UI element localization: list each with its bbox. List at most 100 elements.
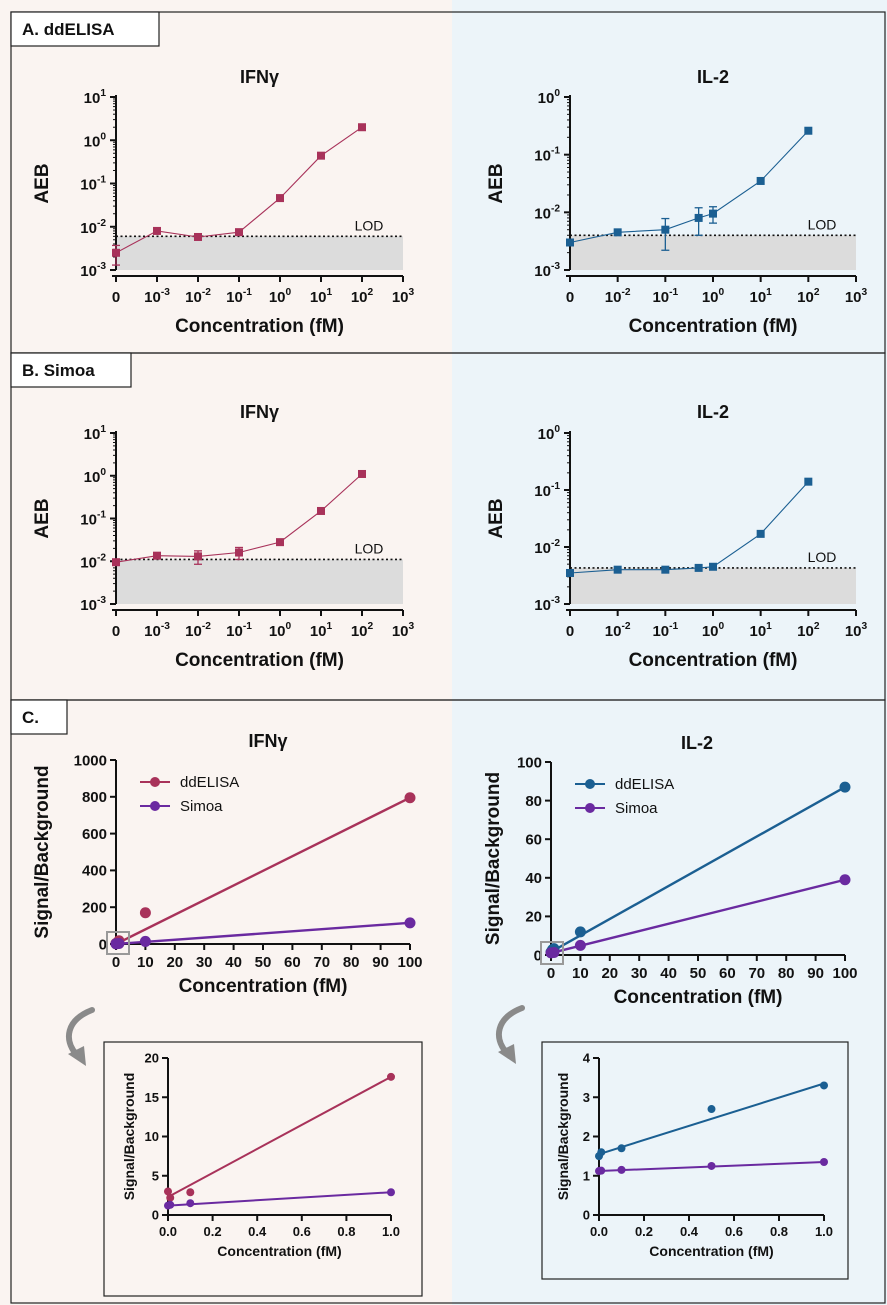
- y-axis-label: Signal/Background: [555, 1073, 571, 1201]
- data-point: [661, 565, 670, 574]
- y-tick-label: 0: [534, 947, 542, 964]
- x-tick-label: 40: [225, 954, 242, 971]
- x-tick-label: 0.2: [204, 1224, 222, 1239]
- y-tick-label: 101: [84, 88, 107, 107]
- y-axis-label: AEB: [486, 498, 507, 538]
- x-tick-label: 103: [845, 287, 868, 306]
- legend-marker: [585, 803, 595, 813]
- lod-label: LOD: [355, 540, 384, 556]
- y-axis-label: AEB: [32, 498, 53, 538]
- zoom-arrow-il2-head: [498, 1044, 516, 1064]
- x-axis-label: Concentration (fM): [649, 1243, 773, 1259]
- data-point: [276, 538, 284, 547]
- x-axis-label: Concentration (fM): [614, 987, 783, 1008]
- y-tick-label: 10-3: [80, 261, 106, 280]
- data-point: [820, 1081, 828, 1090]
- chart-title: IFNγ: [240, 67, 279, 87]
- lod-label: LOD: [355, 217, 384, 233]
- section-label: C.: [22, 708, 39, 727]
- y-tick-label: 40: [525, 870, 542, 887]
- y-tick-label: 100: [538, 424, 561, 443]
- legend-marker: [150, 777, 160, 787]
- x-tick-label: 60: [719, 965, 736, 982]
- data-point: [139, 907, 151, 919]
- x-axis-label: Concentration (fM): [179, 976, 348, 997]
- zoom-arrow-ifn-head: [68, 1046, 86, 1066]
- x-tick-label: 100: [397, 954, 422, 971]
- x-axis-label: Concentration (fM): [629, 650, 798, 671]
- legend-marker: [585, 779, 595, 789]
- x-tick-label: 103: [392, 287, 415, 306]
- y-tick-label: 100: [84, 131, 107, 150]
- data-point: [756, 529, 765, 538]
- data-point: [153, 226, 161, 235]
- x-tick-label: 0: [112, 954, 120, 971]
- data-point: [661, 225, 670, 234]
- y-tick-label: 1000: [74, 752, 107, 769]
- x-tick-label: 1.0: [815, 1224, 833, 1239]
- data-point: [139, 935, 151, 947]
- zoom-arrow-il2: [496, 1005, 525, 1055]
- data-point: [235, 548, 243, 557]
- x-tick-label: 30: [196, 954, 213, 971]
- x-tick-label: 20: [166, 954, 183, 971]
- x-tick-label: 103: [845, 621, 868, 640]
- x-tick-label: 90: [372, 954, 389, 971]
- x-tick-label: 80: [343, 954, 360, 971]
- data-point: [707, 1105, 716, 1114]
- zoom-box-il2: [540, 941, 564, 965]
- y-tick-label: 10-2: [534, 203, 560, 222]
- chart-title: IFNγ: [248, 731, 287, 751]
- legend-label: Simoa: [180, 798, 223, 815]
- legend-marker: [150, 801, 160, 811]
- legend-label: ddELISA: [180, 774, 239, 791]
- x-tick-label: 0.6: [293, 1224, 311, 1239]
- y-tick-label: 20: [525, 909, 542, 926]
- x-tick-label: 10-1: [226, 287, 252, 306]
- data-point: [804, 477, 813, 486]
- y-tick-label: 60: [525, 831, 542, 848]
- zoom-box-ifn: [106, 931, 130, 955]
- fit-line: [550, 786, 846, 953]
- chart-title: IFNγ: [240, 402, 279, 422]
- y-axis-label: Signal/Background: [32, 765, 53, 938]
- y-tick-label: 101: [84, 424, 107, 443]
- data-point: [597, 1148, 606, 1157]
- chart-A-ifn: LOD 10-3 10-2 10-1 100 101 0 10-3 10-2 10-1 100 101…: [32, 67, 415, 337]
- x-tick-label: 102: [797, 621, 820, 640]
- data-point: [358, 469, 366, 478]
- legend-label: Simoa: [615, 800, 658, 817]
- section-label-box: [10, 699, 68, 735]
- y-tick-label: 3: [583, 1090, 590, 1105]
- y-tick-label: 400: [82, 863, 107, 880]
- x-tick-label: 0: [566, 623, 574, 640]
- y-tick-label: 10-3: [80, 595, 106, 614]
- x-tick-label: 0: [112, 289, 120, 306]
- y-tick-label: 200: [82, 899, 107, 916]
- data-point: [387, 1188, 395, 1197]
- lod-band: [570, 567, 856, 604]
- x-tick-label: 50: [255, 954, 272, 971]
- x-tick-label: 0.2: [635, 1224, 653, 1239]
- data-point: [112, 248, 120, 257]
- x-tick-label: 0.4: [248, 1224, 267, 1239]
- chart-title: IL-2: [697, 67, 729, 87]
- data-point: [548, 946, 560, 958]
- data-point: [617, 1144, 626, 1153]
- data-point: [166, 1193, 175, 1202]
- x-tick-label: 101: [749, 621, 772, 640]
- x-tick-label: 40: [660, 965, 677, 982]
- x-tick-label: 10-3: [144, 621, 170, 640]
- inset-frame-ifn: [103, 1041, 423, 1297]
- section-label-box: [10, 352, 132, 388]
- chart-title: IL-2: [681, 733, 713, 753]
- lod-band: [116, 559, 403, 604]
- y-tick-label: 600: [82, 826, 107, 843]
- data-point: [153, 551, 161, 560]
- data-point: [317, 506, 325, 515]
- x-tick-label: 10-2: [185, 621, 211, 640]
- x-tick-label: 100: [269, 621, 292, 640]
- data-point: [404, 792, 416, 804]
- y-tick-label: 80: [525, 793, 542, 810]
- data-point: [404, 917, 416, 929]
